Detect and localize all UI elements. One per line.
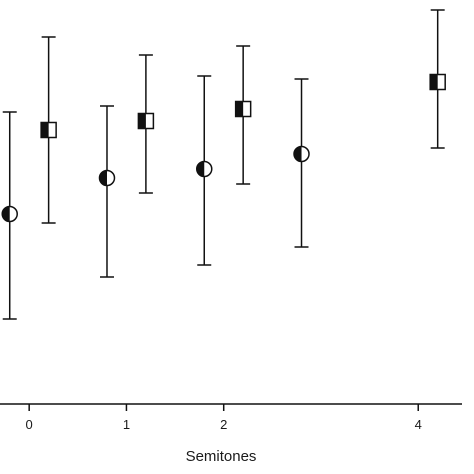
x-tick-label-0: 0 <box>26 417 33 432</box>
markers <box>1 73 446 223</box>
marker-square-fill-s1-p0 <box>41 122 49 138</box>
x-tick-label-1: 1 <box>123 417 130 432</box>
marker-circle-fill-s0-p1 <box>99 170 107 186</box>
x-axis-label: Semitones <box>186 448 257 465</box>
marker-circle-s0-p0 <box>1 205 18 223</box>
x-axis-tick-labels: 0 1 2 4 <box>26 417 422 432</box>
marker-square-fill-s1-p2 <box>235 101 244 117</box>
marker-circle-s0-p3 <box>293 145 310 163</box>
marker-square-s1-p1 <box>137 112 155 130</box>
x-tick-label-2: 2 <box>220 417 227 432</box>
marker-square-s1-p2 <box>234 100 252 118</box>
marker-square-fill-s1-p1 <box>138 113 146 129</box>
marker-circle-s0-p2 <box>196 160 213 178</box>
marker-square-s1-p3 <box>429 73 446 91</box>
x-axis-ticks <box>28 404 419 411</box>
marker-square-fill-s1-p3 <box>430 74 438 90</box>
error-bars <box>2 9 445 320</box>
marker-square-s1-p0 <box>40 121 57 139</box>
marker-circle-s0-p1 <box>98 169 116 187</box>
marker-circle-fill-s0-p0 <box>2 206 10 222</box>
x-tick-label-4: 4 <box>415 417 422 432</box>
marker-circle-fill-s0-p3 <box>294 146 302 162</box>
marker-circle-fill-s0-p2 <box>196 161 205 177</box>
